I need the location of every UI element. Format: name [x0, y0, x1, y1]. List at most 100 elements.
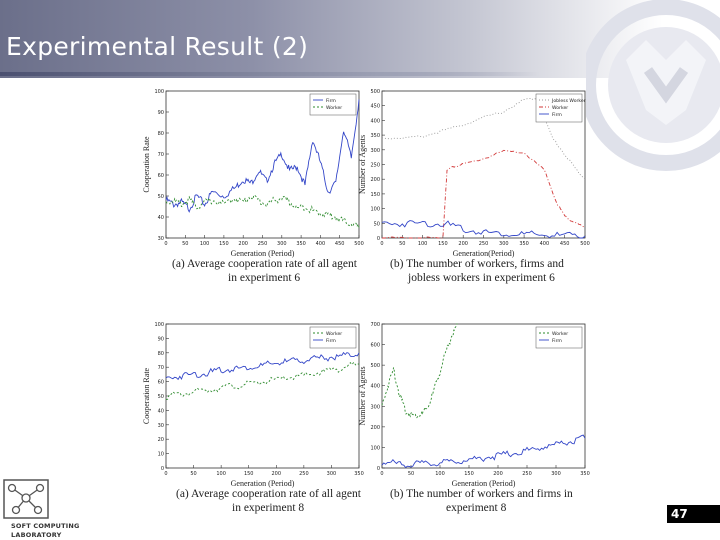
chart-panel-exp8-agents: 0 100 200 300 400 500 600 700 0 50 100 150 200 250 300…	[356, 318, 591, 490]
y-tick-label: 70	[158, 152, 164, 158]
header-underline	[0, 72, 540, 76]
y-tick-label: 700	[370, 322, 380, 328]
x-tick-label: 300	[551, 471, 561, 477]
legend-box	[309, 93, 357, 116]
x-tick-label: 150	[438, 241, 448, 247]
y-tick-label: 500	[370, 363, 380, 369]
chart-panel-exp6-cooperation: 30 40 50 60 70 80 90 100 0 50 100 150 200 250 300 350 40…	[140, 85, 365, 260]
x-tick-label: 250	[479, 241, 489, 247]
lab-logo-icon	[3, 479, 49, 519]
caption-exp6-cooperation: (a) Average cooperation rate of all agen…	[172, 257, 357, 285]
y-tick-label: 0	[161, 466, 164, 472]
x-tick-label: 50	[190, 471, 196, 477]
legend-label: Jobless Worker	[551, 98, 586, 104]
university-seal-watermark	[586, 0, 720, 171]
series-line-firm	[381, 434, 586, 469]
x-tick-label: 450	[560, 241, 570, 247]
x-tick-label: 200	[238, 241, 248, 247]
lab-name-line2: LABORATORY	[11, 531, 62, 539]
x-tick-label: 300	[327, 471, 337, 477]
y-tick-label: 40	[158, 215, 164, 221]
y-tick-label: 100	[154, 322, 164, 328]
y-tick-label: 90	[158, 336, 164, 342]
y-tick-label: 200	[370, 425, 380, 431]
x-tick-label: 400	[316, 241, 326, 247]
y-axis-label: Cooperation Rate	[142, 367, 151, 424]
y-tick-label: 20	[158, 437, 164, 443]
x-tick-label: 350	[296, 241, 306, 247]
x-tick-label: 0	[164, 471, 167, 477]
x-tick-label: 0	[380, 241, 383, 247]
x-tick-label: 350	[580, 471, 590, 477]
y-tick-label: 10	[158, 452, 164, 458]
caption-line: in experiment 6	[228, 272, 301, 284]
legend-box	[535, 326, 583, 349]
y-tick-label: 350	[370, 133, 380, 139]
y-axis-label: Cooperation Rate	[142, 136, 151, 193]
x-tick-label: 200	[493, 471, 503, 477]
series-line-firm	[165, 351, 360, 381]
x-tick-label: 50	[182, 241, 188, 247]
x-tick-label: 350	[354, 471, 364, 477]
chart-panel-exp6-agents: 0 50 100 150 200 250 300 350 400 450 500 0 50 100 150 2…	[356, 85, 591, 260]
legend-label: Worker	[552, 331, 568, 337]
caption-exp6-agents: (b) The number of workers, firms and job…	[390, 257, 564, 285]
caption-line: jobless workers in experiment 6	[408, 272, 555, 284]
y-tick-label: 400	[370, 118, 380, 124]
y-tick-label: 60	[158, 173, 164, 179]
legend-label: Firm	[552, 338, 562, 344]
x-tick-label: 450	[335, 241, 345, 247]
legend-box	[535, 93, 583, 123]
y-tick-label: 150	[370, 192, 380, 198]
x-axis-label: Generation (Period)	[452, 479, 516, 488]
y-tick-label: 50	[158, 394, 164, 400]
y-tick-label: 30	[158, 423, 164, 429]
y-tick-label: 90	[158, 110, 164, 116]
x-tick-label: 250	[258, 241, 268, 247]
series-line-worker	[381, 323, 458, 419]
x-tick-label: 150	[244, 471, 254, 477]
y-tick-label: 300	[370, 404, 380, 410]
x-tick-label: 100	[200, 241, 210, 247]
chart-exp6-cooperation: 30 40 50 60 70 80 90 100 0 50 100 150 200 250 300 350 40…	[142, 89, 364, 258]
y-tick-label: 0	[377, 466, 380, 472]
y-tick-label: 80	[158, 131, 164, 137]
x-axis-label: Generation (Period)	[231, 479, 295, 488]
x-tick-label: 500	[580, 241, 590, 247]
x-tick-label: 250	[522, 471, 532, 477]
caption-line: (a) Average cooperation rate of all agen…	[176, 488, 361, 500]
x-tick-label: 150	[219, 241, 229, 247]
y-tick-label: 60	[158, 380, 164, 386]
lab-name-line1: SOFT COMPUTING	[11, 522, 80, 530]
chart-exp8-agents: 0 100 200 300 400 500 600 700 0 50 100 150 200 250 300…	[358, 322, 590, 488]
slide-title: Experimental Result (2)	[6, 32, 309, 61]
y-tick-label: 400	[370, 384, 380, 390]
x-tick-label: 400	[540, 241, 550, 247]
plot-frame	[165, 90, 360, 239]
legend-label: Firm	[326, 98, 336, 104]
legend-label: Worker	[326, 331, 342, 337]
x-tick-label: 0	[380, 471, 383, 477]
x-tick-label: 200	[458, 241, 468, 247]
y-tick-label: 0	[377, 236, 380, 242]
x-tick-label: 250	[299, 471, 309, 477]
caption-line: (b) The number of workers, firms and	[390, 258, 564, 270]
x-tick-label: 300	[277, 241, 287, 247]
y-tick-label: 250	[370, 163, 380, 169]
y-tick-label: 450	[370, 104, 380, 110]
x-tick-label: 500	[354, 241, 364, 247]
x-tick-label: 150	[464, 471, 474, 477]
series-line-firm	[165, 99, 360, 213]
x-tick-label: 350	[519, 241, 529, 247]
chart-exp8-cooperation: 0 10 20 30 40 50 60 70 80 90 100 0 50 100 150 200 250 300…	[142, 322, 364, 488]
y-tick-label: 50	[158, 194, 164, 200]
series-line-worker	[165, 361, 360, 400]
caption-line: in experiment 8	[232, 502, 305, 514]
y-tick-label: 200	[370, 177, 380, 183]
x-axis-label: Generation(Period)	[453, 249, 515, 258]
y-tick-label: 80	[158, 351, 164, 357]
caption-line: (a) Average cooperation rate of all agen…	[172, 258, 357, 270]
y-tick-label: 100	[370, 207, 380, 213]
chart-exp6-agents: 0 50 100 150 200 250 300 350 400 450 500 0 50 100 150 2…	[358, 89, 590, 258]
x-tick-label: 50	[408, 471, 414, 477]
